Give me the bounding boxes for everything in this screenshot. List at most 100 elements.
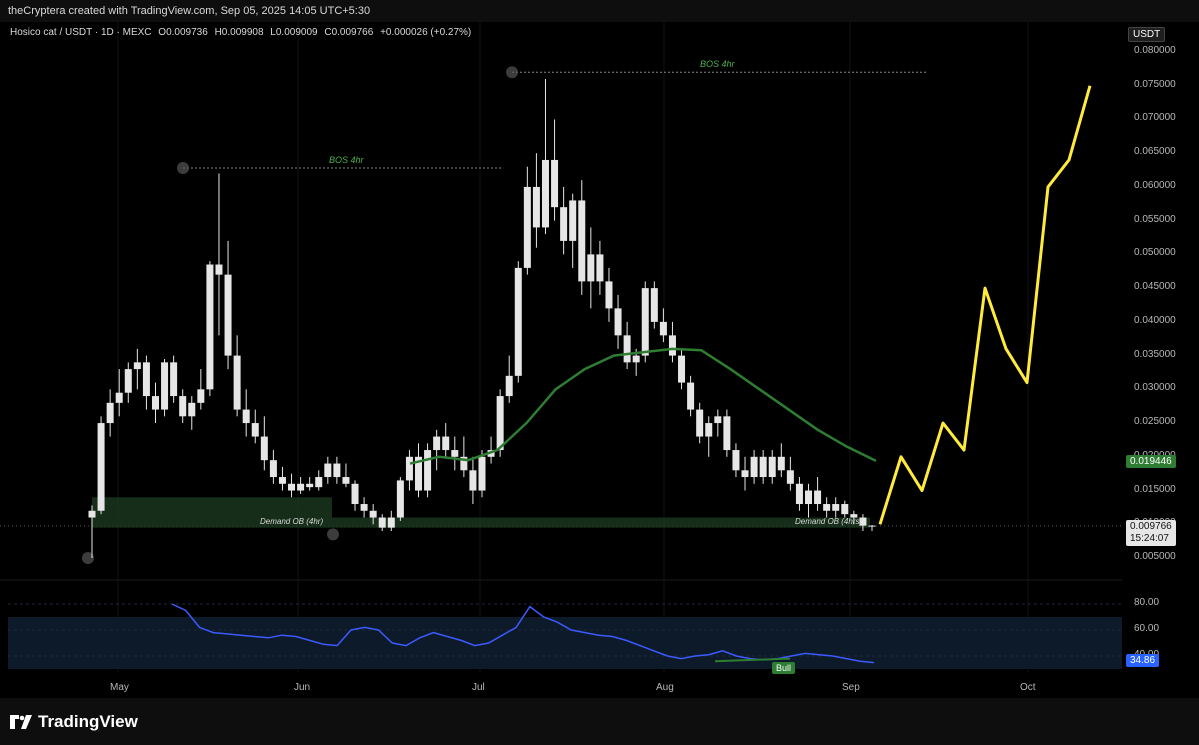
candle-body [596, 254, 604, 282]
candle-body [496, 396, 504, 451]
candle-body [387, 517, 395, 528]
demand-label-2: Demand OB (4hrs) [795, 517, 863, 526]
candle-body [242, 409, 250, 424]
price-tick: 0.070000 [1134, 112, 1176, 124]
candle-body [777, 456, 785, 471]
candle-body [541, 159, 549, 228]
candle-body [705, 423, 713, 437]
candle-body [750, 456, 758, 478]
candle-body [442, 436, 450, 451]
projection-path [878, 85, 1092, 525]
ohlc-open: O0.009736 [158, 27, 208, 38]
price-chart[interactable] [0, 22, 1199, 698]
candle-body [233, 355, 241, 410]
ohlc-close: C0.009766 [324, 27, 374, 38]
candle-body [623, 335, 631, 363]
candle-body [161, 362, 169, 410]
time-tick: May [110, 682, 129, 693]
candle-body [605, 281, 613, 309]
price-tick: 0.005000 [1134, 551, 1176, 562]
candle-body [768, 456, 776, 478]
candle-body [850, 514, 858, 518]
candle-body [396, 480, 404, 518]
grid-lines [0, 22, 1122, 672]
candle-body [632, 355, 640, 363]
candle-body [532, 186, 540, 228]
candle-body [741, 470, 749, 478]
rsi-tick: 60.00 [1134, 623, 1160, 634]
candle-body [795, 483, 803, 505]
candle-body [251, 423, 259, 437]
candle-body [378, 517, 386, 528]
candle-body [523, 186, 531, 268]
candle-body [714, 416, 722, 424]
tradingview-brand[interactable]: TradingView [10, 712, 138, 732]
rsi-pane [8, 603, 1122, 669]
last-price-badge: 0.009766 15:24:07 [1126, 520, 1176, 546]
candle-body [179, 396, 187, 417]
candle-body [587, 254, 595, 282]
price-tick: 0.065000 [1134, 146, 1176, 158]
currency-button[interactable]: USDT [1128, 27, 1166, 42]
price-tick: 0.035000 [1134, 348, 1176, 360]
ohlc-low: L0.009009 [270, 27, 318, 38]
swing-point-marker [177, 162, 189, 175]
candle-body [560, 207, 568, 241]
countdown: 15:24:07 [1130, 533, 1169, 544]
bos-lines [82, 66, 928, 564]
swing-point-marker [82, 552, 94, 564]
time-tick: Oct [1020, 682, 1036, 693]
rsi-band [8, 617, 1122, 669]
candles [88, 78, 876, 558]
candle-body [578, 200, 586, 282]
chart-area[interactable] [0, 22, 1199, 698]
price-tick: 0.075000 [1134, 78, 1176, 90]
candle-body [614, 308, 622, 336]
candle-body [514, 267, 522, 376]
time-tick: Jul [472, 682, 485, 693]
candle-body [324, 463, 332, 478]
demand-zone-1 [92, 497, 332, 528]
price-tick: 0.050000 [1134, 247, 1176, 259]
candle-body [170, 362, 178, 397]
candle-body [859, 517, 867, 526]
candle-body [297, 483, 305, 491]
candle-body [569, 200, 577, 241]
swing-point-marker [506, 66, 518, 79]
symbol-legend: Hosico cat / USDT · 1D · MEXC O0.009736 … [10, 27, 475, 38]
top-bar: theCryptera created with TradingView.com… [0, 0, 1199, 22]
candle-body [188, 402, 196, 417]
candle-body [478, 456, 486, 491]
candle-body [433, 436, 441, 451]
price-tick: 0.080000 [1134, 45, 1176, 56]
candle-body [505, 375, 513, 397]
candle-body [832, 504, 840, 511]
candle-body [278, 477, 286, 484]
candle-body [306, 483, 314, 488]
symbol-name: Hosico cat / USDT · 1D · MEXC [10, 27, 152, 38]
bull-divergence-label: Bull [772, 662, 796, 674]
candle-body [759, 456, 767, 478]
price-tick: 0.015000 [1134, 483, 1176, 495]
candle-body [142, 362, 150, 397]
candle-body [650, 288, 658, 322]
price-tick: 0.045000 [1134, 281, 1176, 293]
candle-body [124, 369, 132, 393]
candle-body [133, 362, 141, 370]
rsi-value-badge: 34.86 [1126, 654, 1160, 667]
candle-body [678, 355, 686, 383]
time-tick: Sep [842, 682, 860, 693]
last-price: 0.009766 [1130, 521, 1172, 532]
ohlc-change: +0.000026 (+0.27%) [380, 27, 472, 38]
candle-body [451, 450, 459, 457]
candle-body [424, 450, 432, 491]
candle-body [551, 159, 559, 208]
candle-body [868, 525, 876, 527]
projection-line [878, 85, 1092, 525]
candle-body [687, 382, 695, 410]
tradingview-logo-icon [10, 715, 32, 729]
price-tick: 0.040000 [1134, 314, 1176, 326]
candle-body [696, 409, 704, 437]
brand-name: TradingView [38, 712, 138, 731]
candle-body [823, 504, 831, 511]
